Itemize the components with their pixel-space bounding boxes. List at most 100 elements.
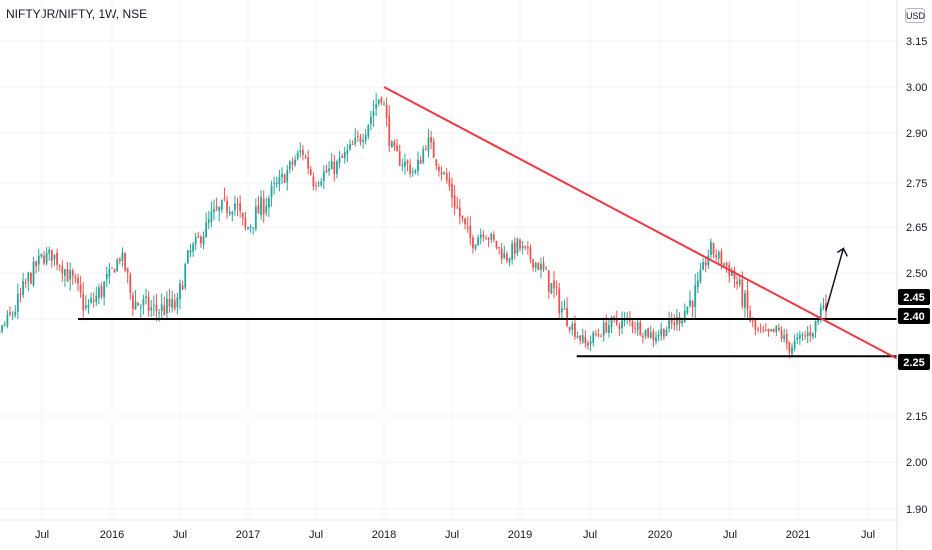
candle-body	[631, 321, 634, 328]
candle-body	[66, 268, 69, 282]
candle-body	[720, 251, 723, 265]
candle-body	[260, 197, 262, 216]
y-tick-label: 2.75	[906, 178, 927, 190]
candle-body	[427, 137, 430, 152]
candle-body	[482, 234, 485, 237]
candle-body	[613, 316, 616, 320]
candle-body	[390, 141, 393, 148]
candle-body	[456, 206, 459, 208]
candle-body	[200, 236, 202, 244]
candle-body	[1, 325, 4, 332]
currency-badge[interactable]: USD	[905, 8, 925, 23]
candle-body	[111, 267, 113, 269]
candle-body	[676, 316, 678, 325]
candle-body	[158, 312, 160, 314]
candle-body	[749, 310, 752, 322]
candle-body	[126, 268, 129, 273]
candle-body	[602, 322, 605, 336]
candle-body	[22, 281, 24, 296]
candle-body	[95, 295, 98, 302]
candle-body	[532, 259, 534, 268]
candle-body	[723, 263, 725, 266]
trendline	[383, 86, 898, 360]
candle-body	[53, 254, 56, 260]
candle-body	[299, 150, 302, 153]
candle-body	[3, 324, 6, 326]
candle-body	[275, 182, 278, 185]
candle-body	[87, 304, 90, 308]
x-tick-label: 2017	[236, 529, 260, 541]
candle-body	[479, 234, 482, 239]
candle-body	[341, 155, 344, 158]
candle-body	[636, 322, 639, 331]
candle-body	[404, 161, 406, 167]
candle-body	[717, 251, 720, 259]
candle-body	[725, 262, 728, 267]
candle-body	[560, 308, 563, 313]
candle-body	[270, 185, 273, 198]
candle-body	[296, 152, 299, 159]
candle-body	[647, 328, 650, 338]
candle-body	[322, 171, 325, 182]
candle-body	[27, 272, 30, 282]
candle-body	[145, 296, 147, 299]
candle-body	[163, 305, 166, 315]
candle-body	[414, 170, 417, 173]
candle-body	[440, 172, 443, 175]
arrow-shaft	[825, 248, 845, 311]
candle-body	[757, 329, 759, 331]
candle-body	[550, 283, 553, 294]
candle-body	[155, 304, 158, 312]
candle-body	[100, 286, 103, 297]
x-tick-label: 2018	[372, 529, 396, 541]
candle-body	[336, 161, 338, 174]
candle-body	[150, 307, 153, 311]
candle-body	[558, 288, 561, 313]
candle-body	[793, 340, 796, 349]
candle-body	[809, 331, 812, 336]
candle-body	[707, 255, 710, 266]
candle-body	[228, 211, 231, 214]
candle-body	[702, 261, 704, 270]
candle-body	[691, 300, 694, 308]
candle-body	[683, 310, 686, 323]
candle-body	[472, 237, 474, 249]
candle-body	[579, 335, 582, 341]
candle-body	[48, 249, 51, 254]
candle-body	[453, 195, 456, 208]
candle-body	[113, 269, 116, 273]
x-tick-label: Jul	[35, 529, 49, 541]
candle-body	[686, 306, 689, 313]
candle-body	[247, 227, 249, 230]
candle-body	[461, 215, 464, 219]
candle-body	[77, 277, 79, 284]
candle-body	[241, 212, 244, 218]
candle-body	[6, 314, 9, 326]
candle-body	[186, 250, 189, 264]
candle-body	[14, 311, 17, 316]
candle-body	[660, 328, 663, 336]
candle-body	[623, 319, 626, 322]
candle-body	[712, 242, 715, 255]
candle-body	[521, 245, 524, 249]
candle-body	[380, 97, 383, 103]
candle-body	[124, 252, 126, 271]
candle-body	[542, 263, 545, 269]
candle-body	[252, 227, 255, 229]
candle-body	[822, 305, 825, 308]
candle-body	[652, 331, 655, 341]
candle-body	[605, 322, 608, 333]
grid-lines	[0, 0, 897, 520]
candle-body	[788, 342, 791, 353]
candle-body	[741, 279, 744, 307]
candle-body	[581, 335, 584, 343]
candle-body	[302, 149, 304, 156]
candle-body	[762, 329, 765, 331]
candle-body	[655, 337, 657, 342]
candle-body	[644, 329, 647, 337]
candle-body	[234, 203, 236, 211]
candle-body	[325, 170, 328, 173]
candle-body	[166, 298, 168, 314]
